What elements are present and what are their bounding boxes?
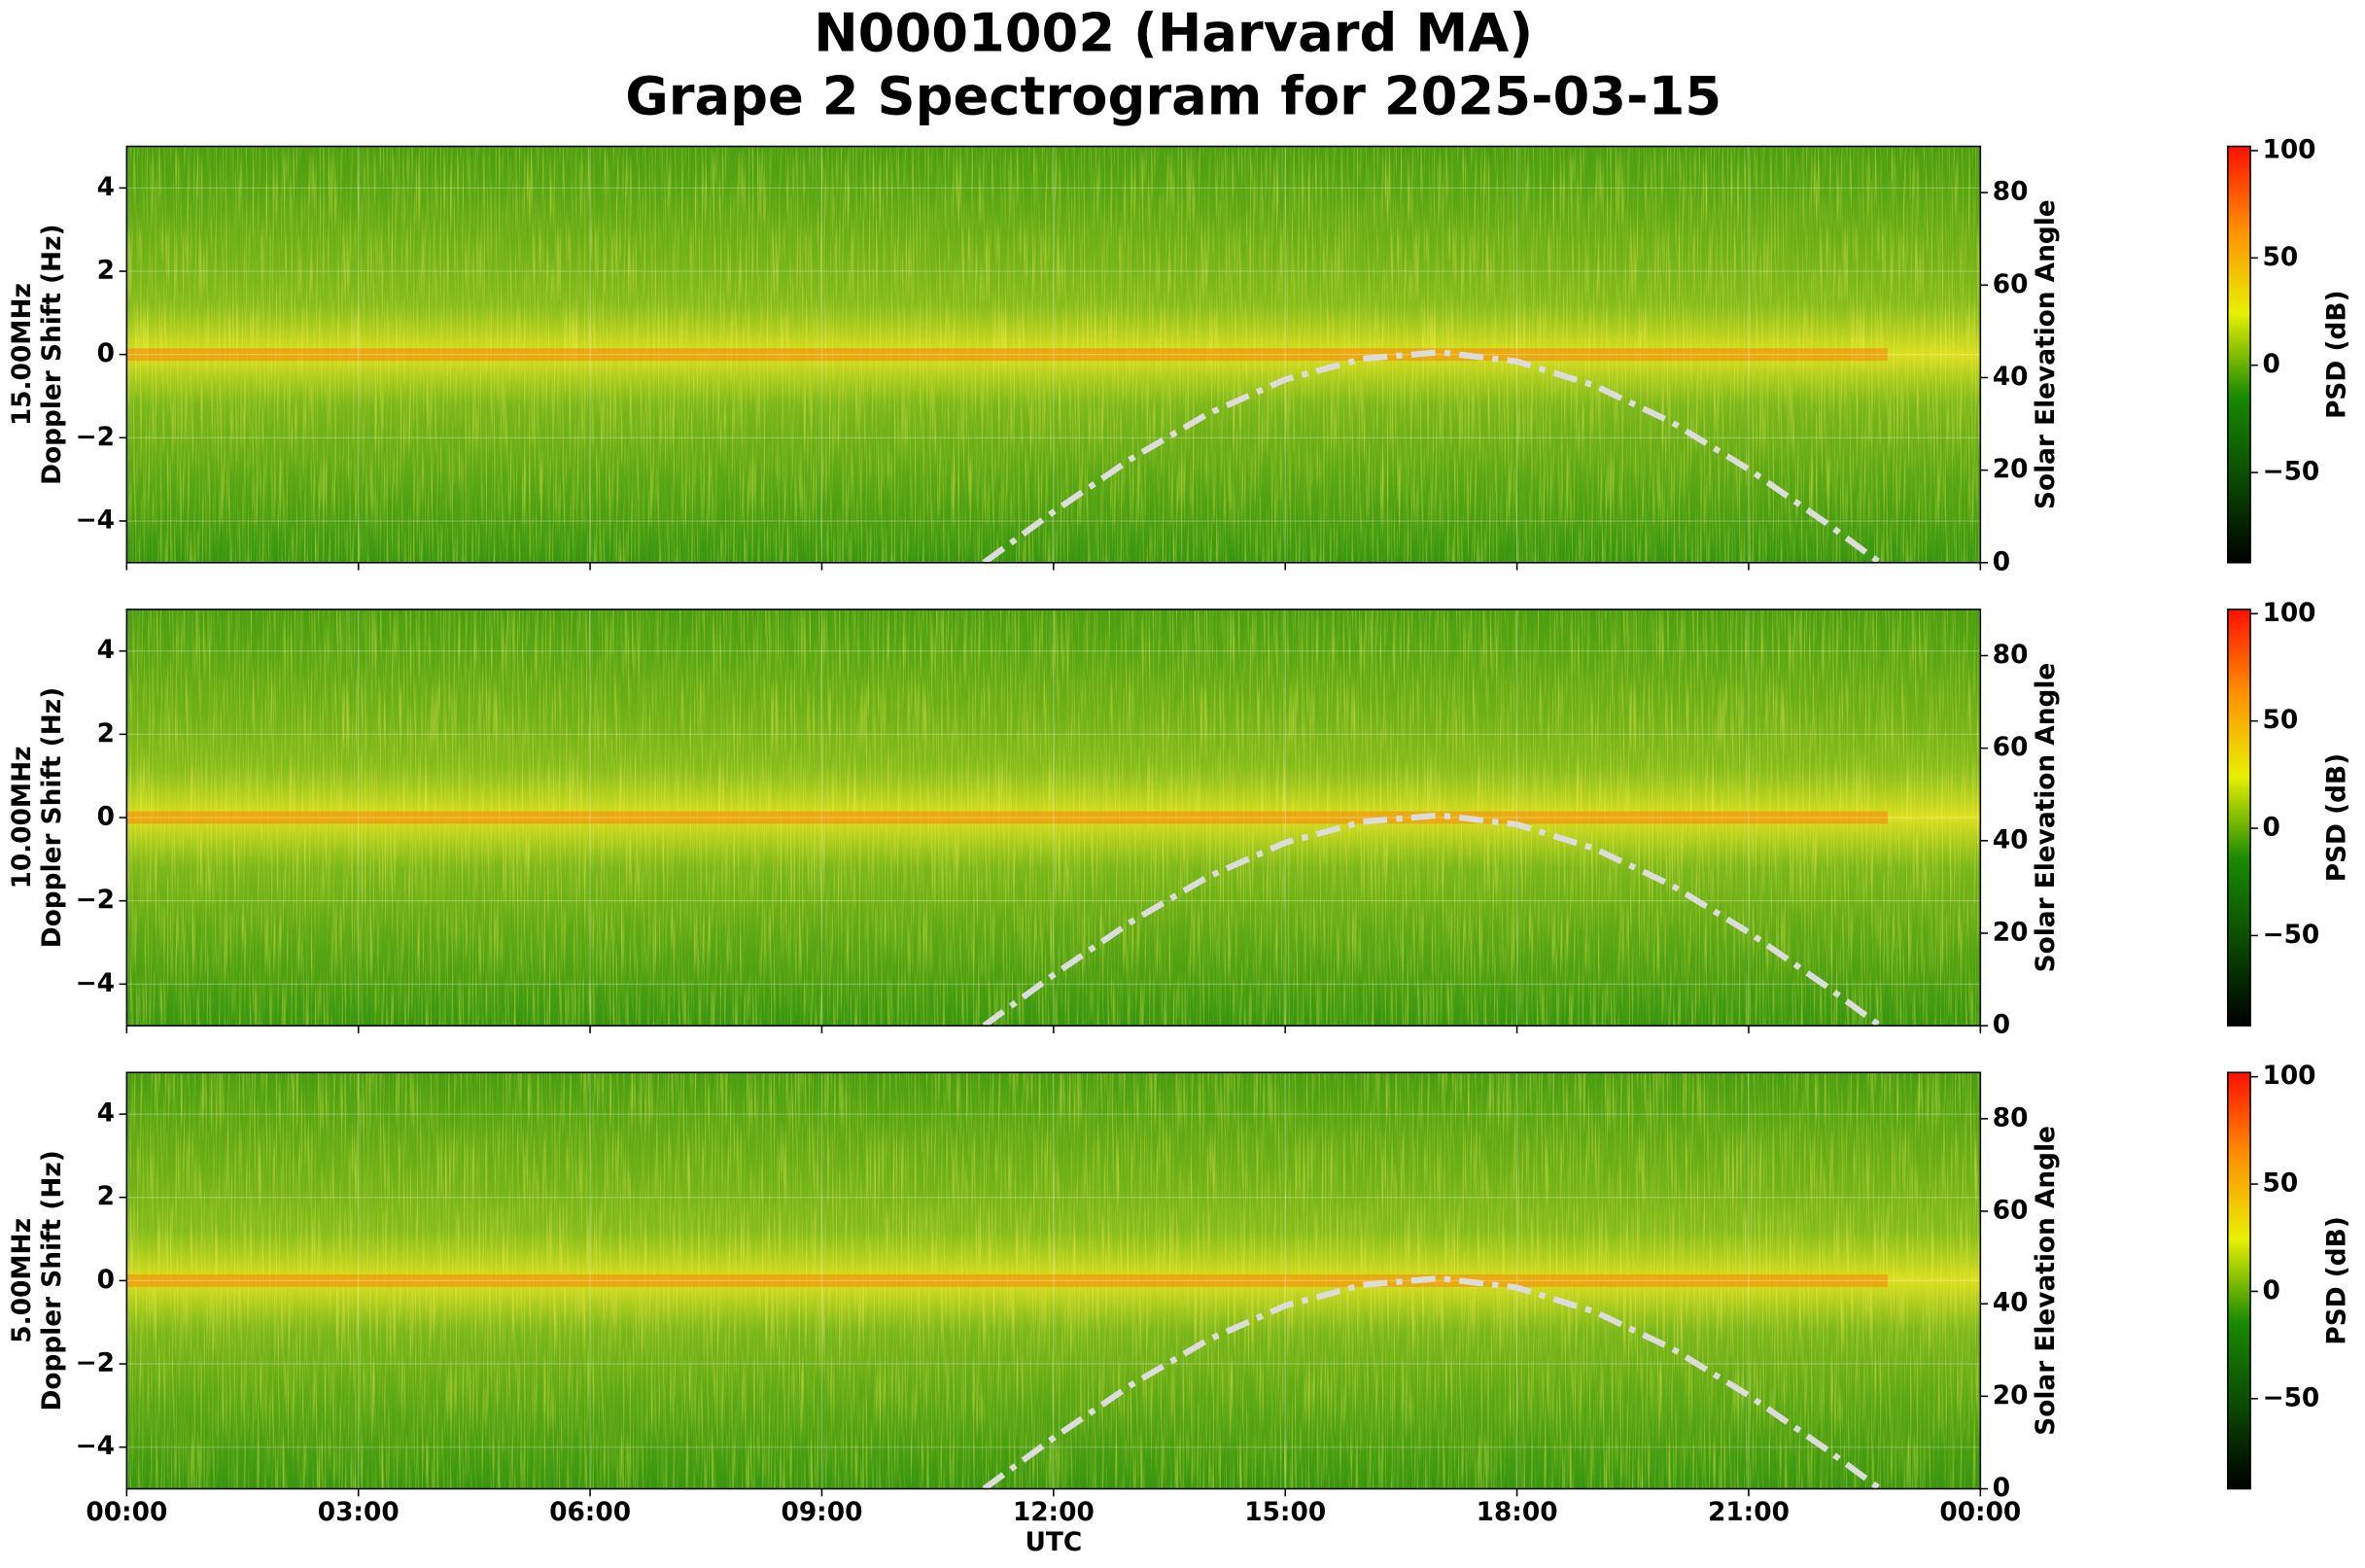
y2-tick-label: 0 [1993, 547, 2010, 576]
y-tick-label: 4 [97, 173, 115, 202]
y-tick-label: 4 [97, 636, 115, 665]
colorbar-tick-label: −50 [2262, 458, 2319, 487]
title-line-2: Grape 2 Spectrogram for 2025-03-15 [625, 66, 1722, 127]
y-tick-label: 0 [97, 339, 115, 368]
colorbar-tick-label: 0 [2262, 1276, 2279, 1306]
y-label-line-2: Doppler Shift (Hz) [38, 687, 67, 948]
colorbar-tick-label: −50 [2262, 921, 2319, 950]
colorbar-tick-label: 50 [2262, 243, 2298, 272]
y2-label: Solar Elevation Angle [2032, 1126, 2061, 1436]
plot-frame [125, 609, 1982, 1027]
y-tick-label: −2 [75, 423, 114, 452]
y2-tick-label: 80 [1993, 1103, 2029, 1132]
y-tick-label: 2 [97, 1182, 115, 1211]
x-label: UTC [1025, 1528, 1082, 1557]
x-tick-label: 00:00 [86, 1498, 167, 1527]
x-tick-label: 21:00 [1708, 1498, 1790, 1527]
y2-tick-label: 60 [1993, 1197, 2029, 1226]
colorbar-label: PSD (dB) [2323, 1216, 2352, 1344]
colorbar-label: PSD (dB) [2323, 753, 2352, 882]
x-tick-label: 18:00 [1477, 1498, 1558, 1527]
colorbar [2227, 145, 2251, 564]
solar-elevation-curve [982, 349, 1882, 566]
y-tick-label: −4 [75, 505, 114, 535]
solar-elevation-curve [982, 1274, 1882, 1492]
x-tick-label: 00:00 [1939, 1498, 2021, 1527]
spectrogram-noise [126, 1072, 1981, 1489]
colorbar-label: PSD (dB) [2323, 290, 2352, 418]
y-label-line-1: 10.00MHz [8, 747, 37, 889]
y2-tick-label: 20 [1993, 455, 2029, 484]
spectrogram-noise [126, 146, 1981, 563]
y2-label: Solar Elevation Angle [2032, 663, 2061, 973]
y-tick-label: 0 [97, 1266, 115, 1295]
y2-label: Solar Elevation Angle [2032, 199, 2061, 509]
x-tick-label: 09:00 [782, 1498, 863, 1527]
y-tick-label: 4 [97, 1099, 115, 1129]
y2-tick-label: 80 [1993, 641, 2029, 670]
y-label-line-2: Doppler Shift (Hz) [38, 1150, 67, 1411]
plot-frame [125, 1071, 1982, 1490]
x-tick-label: 03:00 [318, 1498, 400, 1527]
solar-elevation-curve [982, 812, 1882, 1028]
y-tick-label: 0 [97, 803, 115, 832]
y-tick-label: −2 [75, 1349, 114, 1378]
y2-tick-label: 20 [1993, 918, 2029, 947]
y-label-line-1: 15.00MHz [8, 283, 37, 426]
colorbar-tick-label: 100 [2262, 599, 2315, 628]
colorbar-tick-label: 0 [2262, 350, 2279, 379]
x-tick-label: 06:00 [549, 1498, 631, 1527]
y-tick-label: −4 [75, 1432, 114, 1461]
colorbar-tick-label: 50 [2262, 706, 2298, 735]
y-tick-label: 2 [97, 719, 115, 749]
y-label-line-2: Doppler Shift (Hz) [38, 224, 67, 484]
y2-tick-label: 0 [1993, 1474, 2010, 1503]
colorbar [2227, 1071, 2251, 1490]
title-line-1: N0001002 (Harvard MA) [814, 2, 1533, 63]
y2-tick-label: 80 [1993, 178, 2029, 207]
y2-tick-label: 40 [1993, 825, 2029, 854]
colorbar-tick-label: 50 [2262, 1169, 2298, 1199]
y-label-line-1: 5.00MHz [8, 1218, 37, 1343]
plot-frame [125, 145, 1982, 564]
y2-tick-label: 0 [1993, 1011, 2010, 1040]
y2-tick-label: 40 [1993, 1289, 2029, 1318]
colorbar-tick-label: 100 [2262, 135, 2315, 164]
colorbar-tick-label: 100 [2262, 1062, 2315, 1091]
y-tick-label: −2 [75, 886, 114, 915]
spectrogram-noise [126, 609, 1981, 1027]
y2-tick-label: 60 [1993, 270, 2029, 299]
colorbar-tick-label: −50 [2262, 1383, 2319, 1412]
y-tick-label: −4 [75, 969, 114, 998]
x-tick-label: 12:00 [1013, 1498, 1095, 1527]
y-tick-label: 2 [97, 257, 115, 286]
y2-tick-label: 20 [1993, 1381, 2029, 1411]
colorbar-tick-label: 0 [2262, 814, 2279, 843]
x-tick-label: 15:00 [1244, 1498, 1326, 1527]
y2-tick-label: 40 [1993, 363, 2029, 392]
colorbar [2227, 609, 2251, 1027]
y2-tick-label: 60 [1993, 733, 2029, 762]
